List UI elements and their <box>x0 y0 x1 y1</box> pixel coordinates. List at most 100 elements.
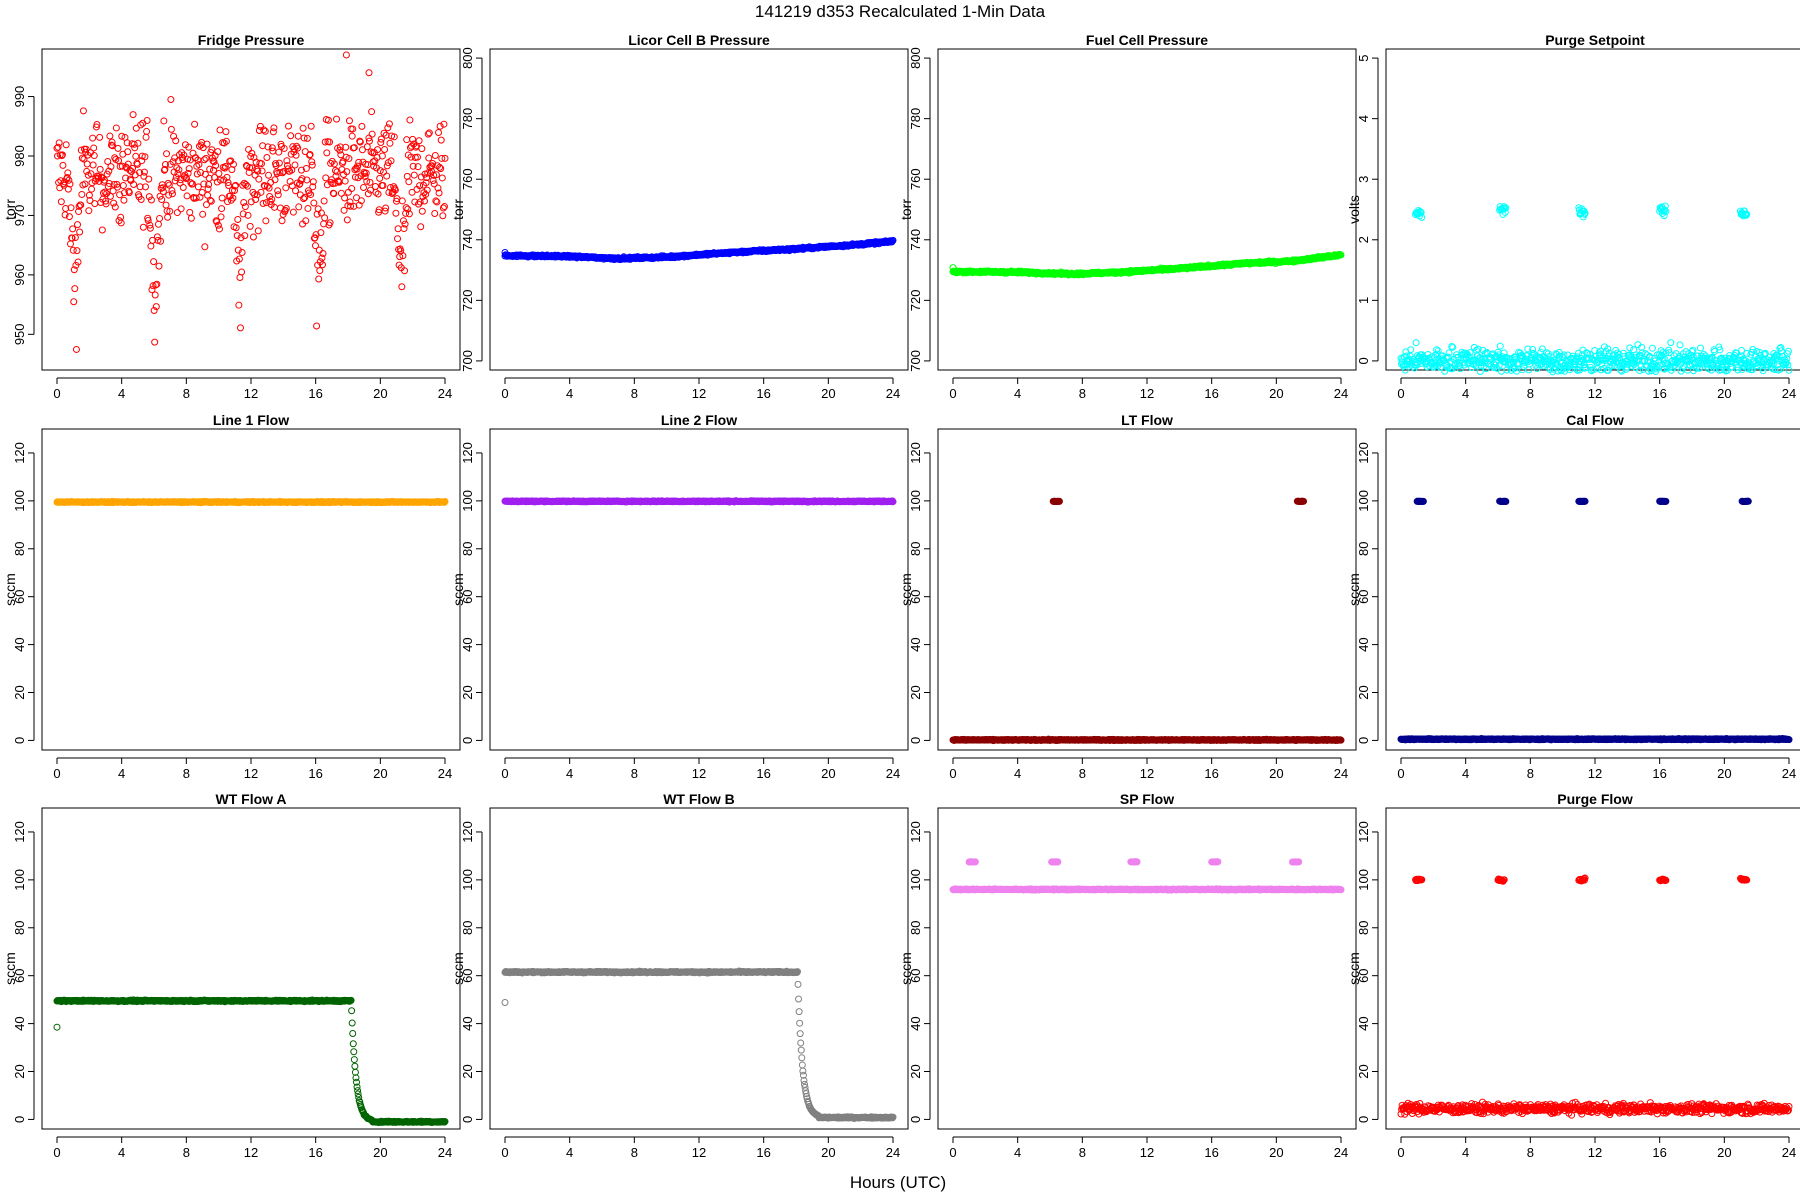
data-point <box>424 130 432 138</box>
data-point <box>387 157 395 165</box>
data-point <box>263 153 271 161</box>
data-point <box>232 224 240 232</box>
data-point <box>204 185 212 193</box>
x-tick-label: 20 <box>821 766 835 781</box>
data-point <box>147 242 155 250</box>
data-point <box>254 167 262 175</box>
x-tick-label: 4 <box>566 766 573 781</box>
data-point <box>119 182 127 190</box>
y-tick-label: 740 <box>460 229 475 251</box>
data-point <box>91 200 99 208</box>
data-point <box>174 170 182 178</box>
data-point <box>414 163 422 171</box>
x-tick-label: 4 <box>1014 386 1021 401</box>
data-point <box>245 145 253 153</box>
data-point <box>439 204 447 212</box>
data-point <box>299 124 307 132</box>
data-point <box>301 194 309 202</box>
data-point <box>300 134 308 142</box>
data-point <box>222 128 230 136</box>
data-point <box>392 209 400 217</box>
x-tick-label: 24 <box>886 386 900 401</box>
data-points <box>1397 202 1793 376</box>
data-point <box>303 134 311 142</box>
data-point <box>76 228 84 236</box>
data-point <box>279 169 287 177</box>
data-point <box>342 143 350 151</box>
data-point <box>100 176 108 184</box>
data-point <box>425 154 433 162</box>
data-point <box>348 132 356 140</box>
data-point <box>77 146 85 154</box>
data-point <box>170 132 178 140</box>
data-point <box>424 169 432 177</box>
data-point <box>302 164 310 172</box>
data-point <box>416 198 424 206</box>
data-point <box>313 322 321 330</box>
data-point <box>117 219 125 227</box>
x-tick-label: 8 <box>631 386 638 401</box>
data-point <box>167 96 175 104</box>
data-point <box>315 246 323 254</box>
x-tick-label: 8 <box>183 386 190 401</box>
data-point <box>391 186 399 194</box>
data-points <box>501 497 897 506</box>
data-point <box>89 161 97 169</box>
data-point <box>353 165 361 173</box>
y-tick-label: 950 <box>12 323 27 345</box>
y-tick-label: 80 <box>908 542 923 556</box>
y-tick-label: 980 <box>12 145 27 167</box>
x-tick-label: 0 <box>53 386 60 401</box>
data-point <box>330 190 338 198</box>
data-point <box>248 149 256 157</box>
data-point <box>358 146 366 154</box>
data-point <box>261 182 269 190</box>
data-point <box>144 217 152 224</box>
data-point <box>1676 341 1684 349</box>
data-point <box>146 224 154 232</box>
data-point <box>358 122 366 130</box>
x-axis: 0 4 8 12 16 20 24 <box>949 757 1348 781</box>
data-point <box>350 144 358 152</box>
data-point <box>405 210 413 218</box>
data-point <box>146 221 154 229</box>
x-tick-label: 12 <box>692 386 706 401</box>
data-point <box>105 167 113 175</box>
data-point <box>165 191 173 199</box>
data-point <box>125 189 133 197</box>
data-point <box>308 158 316 166</box>
data-point <box>437 165 445 173</box>
data-point <box>137 196 145 204</box>
data-point <box>66 240 74 248</box>
data-point <box>323 149 331 157</box>
data-point <box>255 175 263 183</box>
data-point <box>390 133 398 141</box>
data-point <box>87 170 95 178</box>
y-tick-label: 80 <box>460 542 475 556</box>
y-tick-label: 120 <box>460 442 475 464</box>
data-point <box>166 207 174 215</box>
data-point <box>409 135 417 143</box>
data-point <box>187 214 195 222</box>
data-point <box>202 154 210 162</box>
data-point <box>355 201 363 209</box>
data-point <box>138 152 146 160</box>
data-point <box>176 179 184 187</box>
data-point <box>229 160 237 168</box>
data-point <box>321 214 329 222</box>
figure-title: 141219 d353 Recalculated 1-Min Data <box>755 2 1046 21</box>
data-point <box>198 189 206 196</box>
data-point <box>251 191 259 199</box>
data-point <box>162 201 170 209</box>
data-point <box>433 198 441 206</box>
y-tick-label: 0 <box>1356 357 1371 364</box>
data-point <box>291 161 299 169</box>
data-point <box>344 188 352 196</box>
data-point <box>341 177 349 185</box>
x-tick-label: 20 <box>373 386 387 401</box>
data-point <box>158 196 166 204</box>
y-tick-label: 100 <box>12 490 27 512</box>
